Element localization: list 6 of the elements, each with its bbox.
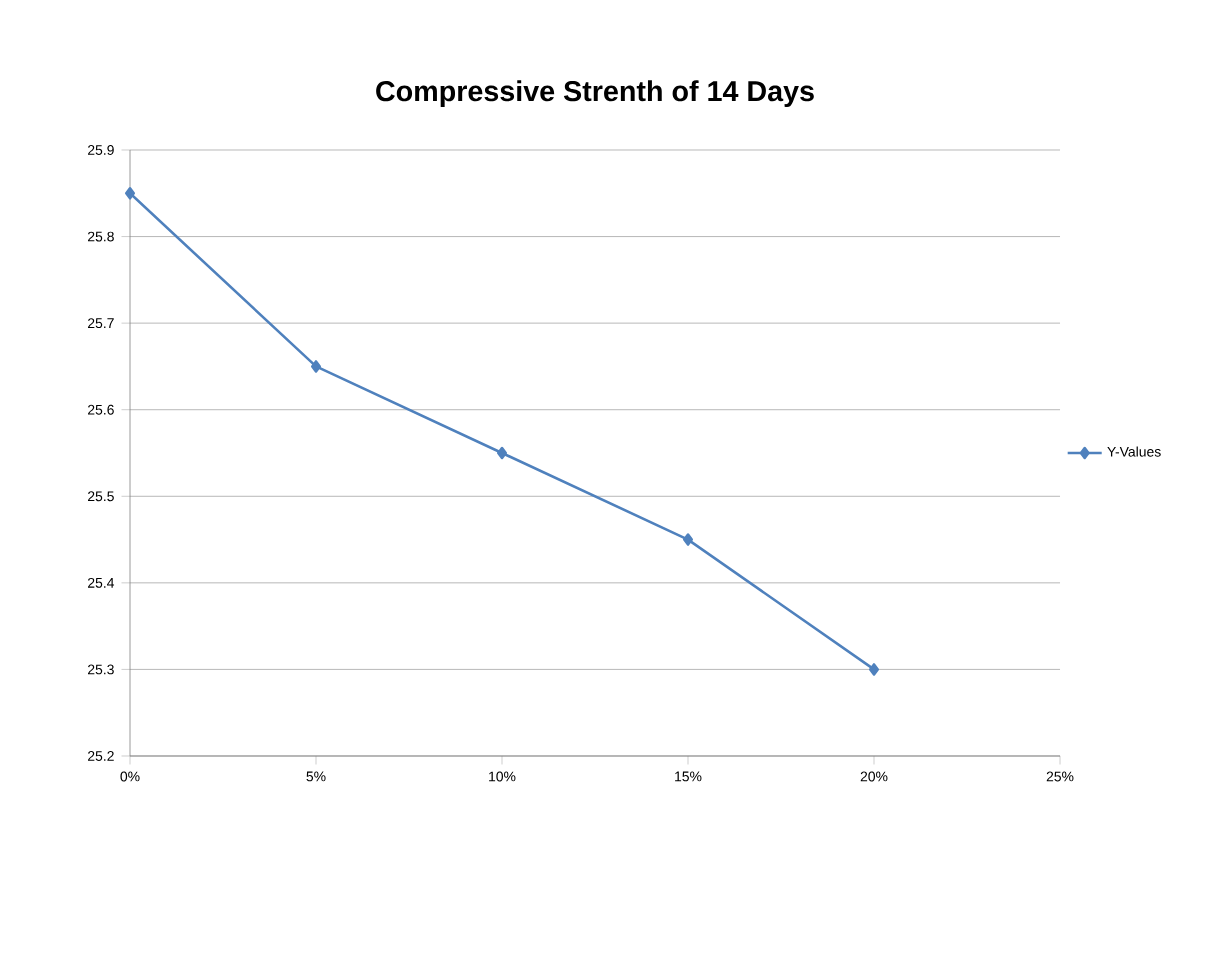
- point: [868, 663, 880, 676]
- point: [310, 360, 322, 373]
- point: [682, 533, 694, 546]
- point: [124, 187, 136, 200]
- point: [496, 446, 508, 460]
- chart-title: Compressive Strenth of 14 Days: [376, 80, 814, 108]
